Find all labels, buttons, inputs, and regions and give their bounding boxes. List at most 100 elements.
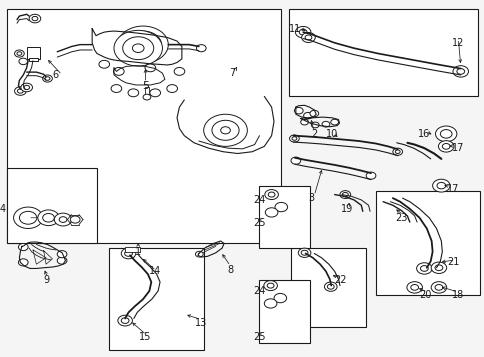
- Circle shape: [57, 257, 67, 264]
- Circle shape: [330, 119, 338, 125]
- Text: 6: 6: [53, 70, 59, 80]
- Circle shape: [38, 210, 59, 226]
- Circle shape: [321, 121, 329, 127]
- Circle shape: [19, 211, 37, 224]
- Circle shape: [196, 45, 206, 52]
- Circle shape: [430, 262, 446, 273]
- Circle shape: [416, 263, 431, 274]
- Circle shape: [290, 157, 300, 164]
- Circle shape: [339, 191, 350, 198]
- Bar: [125, 247, 139, 252]
- Circle shape: [43, 75, 52, 82]
- Text: 10: 10: [325, 129, 338, 139]
- Circle shape: [299, 29, 306, 35]
- Circle shape: [436, 182, 445, 189]
- Circle shape: [265, 208, 277, 217]
- Circle shape: [111, 85, 121, 92]
- Circle shape: [300, 119, 308, 125]
- Circle shape: [420, 266, 427, 271]
- Circle shape: [298, 248, 310, 257]
- Text: 9: 9: [43, 275, 49, 285]
- Text: 24: 24: [253, 195, 265, 205]
- Circle shape: [435, 126, 456, 142]
- Text: 14: 14: [149, 266, 161, 276]
- Circle shape: [289, 135, 299, 142]
- Text: 12: 12: [451, 38, 464, 48]
- Text: 7: 7: [229, 68, 235, 78]
- Circle shape: [434, 265, 442, 271]
- Circle shape: [32, 16, 38, 21]
- Circle shape: [303, 112, 312, 119]
- Circle shape: [121, 318, 129, 323]
- Circle shape: [15, 87, 26, 95]
- Circle shape: [99, 60, 109, 68]
- Circle shape: [132, 44, 144, 52]
- Bar: [27, 47, 40, 59]
- Circle shape: [43, 213, 54, 222]
- Circle shape: [128, 89, 138, 97]
- Bar: [290, 248, 365, 327]
- Circle shape: [324, 282, 336, 291]
- Circle shape: [304, 35, 311, 40]
- Circle shape: [438, 141, 453, 152]
- Circle shape: [24, 85, 30, 90]
- Circle shape: [118, 26, 168, 63]
- Bar: [288, 9, 477, 96]
- Circle shape: [113, 67, 124, 75]
- Bar: [7, 168, 97, 243]
- Circle shape: [54, 213, 72, 226]
- Circle shape: [452, 66, 468, 77]
- Circle shape: [203, 114, 247, 146]
- Circle shape: [264, 299, 276, 308]
- Circle shape: [311, 122, 318, 128]
- Text: 4: 4: [0, 204, 6, 214]
- Circle shape: [263, 281, 277, 291]
- Circle shape: [268, 192, 274, 197]
- Circle shape: [57, 251, 67, 258]
- Circle shape: [18, 259, 28, 266]
- Text: 25: 25: [253, 218, 265, 228]
- Circle shape: [121, 248, 136, 259]
- Text: 5: 5: [142, 81, 149, 91]
- Circle shape: [133, 37, 152, 52]
- Circle shape: [392, 148, 402, 155]
- Text: 21: 21: [446, 257, 459, 267]
- Circle shape: [434, 285, 442, 290]
- Text: 11: 11: [288, 24, 301, 34]
- Circle shape: [309, 110, 318, 117]
- Bar: [375, 191, 479, 295]
- Text: 2: 2: [311, 129, 317, 139]
- Circle shape: [274, 202, 287, 212]
- Text: 17: 17: [446, 184, 459, 194]
- Text: 25: 25: [253, 332, 265, 342]
- Text: 8: 8: [227, 265, 233, 275]
- Text: 22: 22: [334, 275, 347, 285]
- Text: 13: 13: [195, 318, 207, 328]
- Circle shape: [264, 190, 278, 200]
- Circle shape: [394, 150, 399, 154]
- Circle shape: [143, 94, 151, 100]
- Circle shape: [15, 50, 24, 57]
- Circle shape: [267, 283, 273, 288]
- Bar: [29, 58, 38, 61]
- Circle shape: [150, 89, 160, 97]
- Circle shape: [327, 284, 333, 289]
- Circle shape: [124, 31, 161, 58]
- Text: 17: 17: [451, 143, 464, 153]
- Circle shape: [456, 69, 464, 74]
- Circle shape: [430, 282, 446, 293]
- Circle shape: [273, 293, 286, 303]
- Circle shape: [406, 282, 422, 293]
- Text: 20: 20: [419, 290, 431, 300]
- Circle shape: [17, 52, 22, 55]
- Circle shape: [122, 37, 153, 60]
- Text: 23: 23: [394, 213, 407, 223]
- Circle shape: [45, 77, 50, 80]
- Circle shape: [291, 137, 296, 140]
- Circle shape: [301, 250, 307, 255]
- Circle shape: [441, 144, 449, 149]
- Circle shape: [166, 85, 177, 92]
- Circle shape: [195, 251, 203, 257]
- Circle shape: [118, 315, 132, 326]
- Text: 18: 18: [451, 290, 464, 300]
